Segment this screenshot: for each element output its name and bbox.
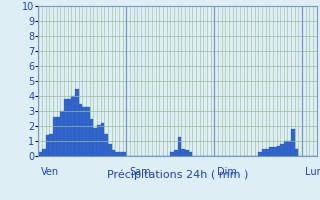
Bar [79, 104, 82, 156]
Bar [266, 148, 269, 156]
Bar [49, 134, 53, 156]
Bar [280, 144, 284, 156]
Bar [123, 152, 126, 156]
Text: Dim: Dim [217, 167, 237, 177]
Bar [188, 152, 192, 156]
Bar [112, 150, 115, 156]
Bar [295, 148, 299, 156]
Text: Lun: Lun [305, 167, 320, 177]
Bar [82, 106, 86, 156]
Bar [115, 152, 119, 156]
Bar [75, 88, 79, 156]
Bar [71, 96, 75, 156]
Bar [258, 152, 262, 156]
Bar [170, 152, 174, 156]
Bar [181, 148, 185, 156]
Bar [273, 147, 276, 156]
Bar [174, 150, 178, 156]
Bar [185, 150, 188, 156]
Bar [262, 148, 266, 156]
Bar [97, 124, 101, 156]
Bar [93, 128, 97, 156]
Bar [57, 117, 60, 156]
Bar [38, 152, 42, 156]
Bar [68, 99, 71, 156]
Bar [104, 134, 108, 156]
Bar [90, 118, 93, 156]
Bar [119, 152, 123, 156]
Bar [101, 123, 104, 156]
Bar [86, 106, 90, 156]
Bar [269, 147, 273, 156]
X-axis label: Précipitations 24h ( mm ): Précipitations 24h ( mm ) [107, 170, 248, 180]
Bar [64, 99, 68, 156]
Bar [42, 148, 46, 156]
Bar [276, 146, 280, 156]
Bar [287, 141, 291, 156]
Bar [291, 129, 295, 156]
Bar [284, 141, 287, 156]
Bar [108, 144, 112, 156]
Text: Ven: Ven [41, 167, 59, 177]
Text: Sam: Sam [129, 167, 151, 177]
Bar [53, 117, 57, 156]
Bar [60, 111, 64, 156]
Bar [46, 135, 49, 156]
Bar [178, 137, 181, 156]
